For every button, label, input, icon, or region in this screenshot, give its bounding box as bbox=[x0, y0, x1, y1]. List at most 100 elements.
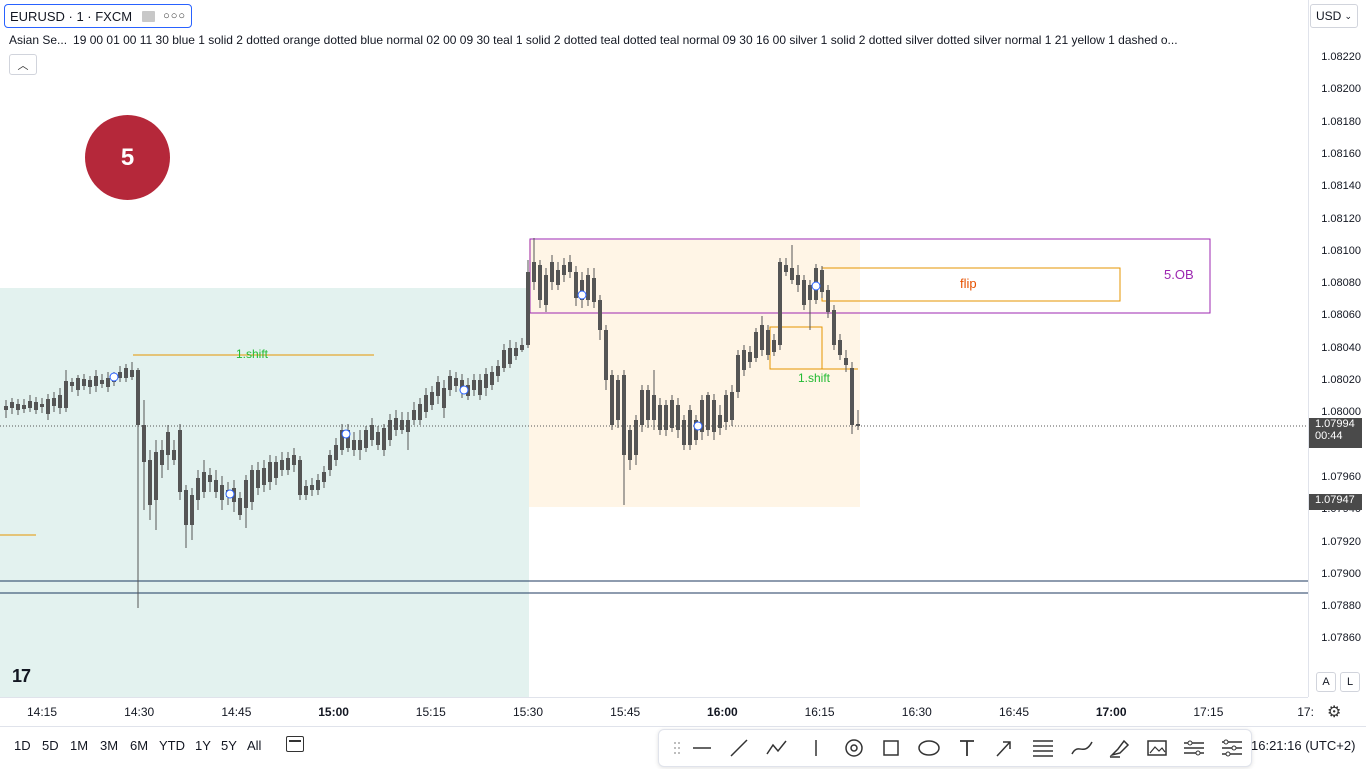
shift-label-left: 1.shift bbox=[236, 347, 269, 361]
candle-body bbox=[496, 366, 500, 376]
chart-canvas[interactable] bbox=[0, 0, 1308, 697]
range-button-1m[interactable]: 1M bbox=[70, 738, 89, 753]
candle-body bbox=[220, 485, 224, 500]
bottom-toolbar: 1D 5D 1M 3M 6M YTD 1Y 5Y All 16:21:16 (UTC+2) bbox=[0, 726, 1366, 769]
candle-body bbox=[280, 460, 284, 470]
zigzag-icon[interactable] bbox=[763, 734, 791, 762]
highlighter-icon[interactable] bbox=[1106, 734, 1134, 762]
collapse-legend-button[interactable]: ︿ bbox=[9, 54, 37, 75]
log-scale-button[interactable]: L bbox=[1340, 672, 1360, 692]
candle-body bbox=[76, 378, 80, 390]
indicator-name[interactable]: Asian Se... bbox=[9, 33, 68, 47]
candle-body bbox=[598, 300, 602, 330]
candle-body bbox=[592, 278, 596, 302]
candle-body bbox=[376, 432, 380, 445]
signal-marker bbox=[811, 281, 821, 291]
candle-body bbox=[58, 395, 62, 408]
more-icon[interactable]: ○○○ bbox=[163, 10, 186, 22]
candle-body bbox=[820, 270, 824, 292]
candle-body bbox=[568, 262, 572, 272]
candle-body bbox=[622, 375, 626, 455]
curve-brush-icon[interactable] bbox=[1068, 734, 1096, 762]
candle-body bbox=[394, 418, 398, 430]
text-icon[interactable] bbox=[953, 734, 981, 762]
marker-price-value: 1.07947 bbox=[1315, 494, 1355, 506]
indicator-legend[interactable]: Asian Se... 19 00 01 00 11 30 blue 1 soli… bbox=[9, 33, 1301, 47]
candle-body bbox=[190, 495, 194, 525]
candle-body bbox=[22, 405, 26, 409]
candle-body bbox=[262, 468, 266, 485]
candle-body bbox=[256, 470, 260, 488]
image-icon[interactable] bbox=[1143, 734, 1171, 762]
price-tick: 1.08200 bbox=[1321, 83, 1361, 96]
candle-body bbox=[298, 460, 302, 495]
symbol-selector[interactable]: EURUSD · 1 · FXCM ○○○ bbox=[4, 4, 192, 28]
candle-body bbox=[70, 382, 74, 386]
time-tick: 15:30 bbox=[512, 705, 544, 719]
candle-body bbox=[106, 378, 110, 387]
fib-levels-icon[interactable] bbox=[1029, 734, 1057, 762]
price-tick: 1.08140 bbox=[1321, 180, 1361, 193]
range-button-5d[interactable]: 5D bbox=[42, 738, 59, 753]
candle-body bbox=[472, 380, 476, 390]
candle-body bbox=[628, 430, 632, 460]
range-button-1y[interactable]: 1Y bbox=[195, 738, 211, 753]
range-button-6m[interactable]: 6M bbox=[130, 738, 149, 753]
candle-body bbox=[34, 402, 38, 410]
drag-handle-icon[interactable] bbox=[663, 734, 691, 762]
candle-body bbox=[370, 425, 374, 440]
candle-body bbox=[796, 275, 800, 285]
range-button-ytd[interactable]: YTD bbox=[159, 738, 185, 753]
signal-marker bbox=[577, 290, 587, 300]
candle-body bbox=[364, 430, 368, 448]
range-button-1d[interactable]: 1D bbox=[14, 738, 31, 753]
candle-body bbox=[808, 285, 812, 300]
candle-body bbox=[766, 330, 770, 355]
candle-body bbox=[784, 265, 788, 272]
time-tick: 17:00 bbox=[1095, 705, 1127, 719]
arrow-icon[interactable] bbox=[990, 734, 1018, 762]
vertical-line-icon[interactable] bbox=[802, 734, 830, 762]
auto-scale-label: A bbox=[1322, 676, 1330, 688]
candle-body bbox=[454, 378, 458, 386]
auto-scale-button[interactable]: A bbox=[1316, 672, 1336, 692]
candle-body bbox=[664, 405, 668, 430]
object-tree-icon[interactable] bbox=[1218, 734, 1246, 762]
price-tick: 1.08000 bbox=[1321, 406, 1361, 419]
range-button-5y[interactable]: 5Y bbox=[221, 738, 237, 753]
horizontal-line-icon[interactable] bbox=[688, 734, 716, 762]
asian-session-zone bbox=[0, 288, 529, 697]
candle-body bbox=[40, 404, 44, 407]
currency-selector[interactable]: USD ⌄ bbox=[1310, 4, 1358, 28]
rectangle-icon[interactable] bbox=[877, 734, 905, 762]
ellipse-icon[interactable] bbox=[915, 734, 943, 762]
candle-body bbox=[424, 395, 428, 412]
gear-icon[interactable]: ⚙ bbox=[1327, 704, 1342, 721]
time-tick: 15:45 bbox=[610, 705, 641, 719]
candle-body bbox=[316, 480, 320, 490]
trend-line-icon[interactable] bbox=[725, 734, 753, 762]
candle-body bbox=[118, 372, 122, 378]
candle-body bbox=[514, 348, 518, 356]
price-tick: 1.07960 bbox=[1321, 470, 1361, 483]
calendar-icon[interactable] bbox=[286, 736, 304, 752]
candle-body bbox=[160, 450, 164, 465]
candle-body bbox=[760, 325, 764, 350]
signal-marker bbox=[693, 421, 703, 431]
time-axis[interactable]: 14:15 14:30 14:45 15:00 15:15 15:30 15:45 16:00… bbox=[0, 697, 1314, 726]
candle-body bbox=[178, 430, 182, 492]
candle-body bbox=[28, 401, 32, 408]
price-tick: 1.07920 bbox=[1321, 535, 1361, 548]
range-button-3m[interactable]: 3M bbox=[100, 738, 119, 753]
measure-icon[interactable] bbox=[1180, 734, 1208, 762]
price-tick: 1.08120 bbox=[1321, 212, 1361, 225]
bar-countdown: 00:44 bbox=[1315, 430, 1343, 442]
price-axis[interactable]: 1.08220 1.08200 1.08180 1.08160 1.08140 1.081… bbox=[1308, 0, 1366, 697]
candle-body bbox=[682, 420, 686, 445]
candle-body bbox=[700, 400, 704, 432]
price-tick: 1.08180 bbox=[1321, 115, 1361, 128]
range-button-all[interactable]: All bbox=[247, 738, 262, 753]
clock[interactable]: 16:21:16 (UTC+2) bbox=[1251, 738, 1356, 753]
circle-target-icon[interactable] bbox=[840, 734, 868, 762]
candle-body bbox=[532, 262, 536, 282]
